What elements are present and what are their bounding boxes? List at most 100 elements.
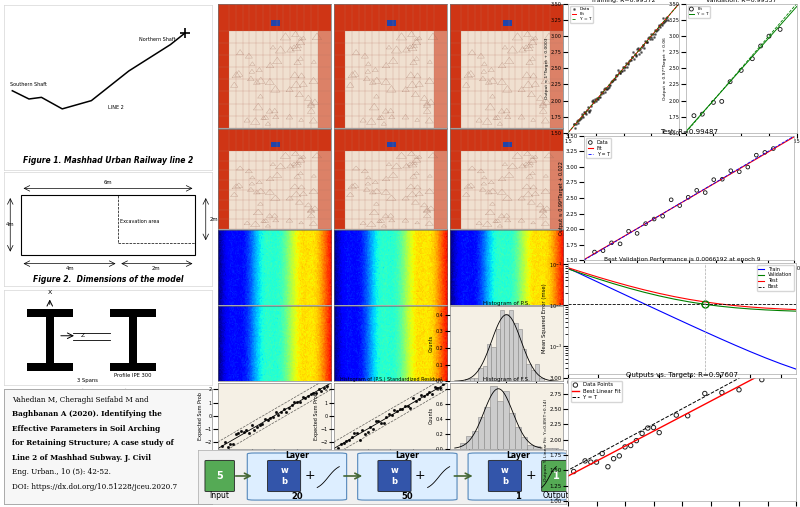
Point <box>262 416 274 424</box>
Best Linear Fit <box>629 439 638 445</box>
Text: ( A ): ( A ) <box>616 154 631 160</box>
Point <box>592 95 605 103</box>
Bar <box>484 407 490 449</box>
Point <box>615 67 628 76</box>
Point <box>342 436 355 444</box>
Point <box>637 41 650 49</box>
Best <box>776 301 786 307</box>
X-axis label: 15 Epochs: 15 Epochs <box>668 387 696 392</box>
Best Linear Fit <box>592 458 602 464</box>
Point <box>567 120 580 128</box>
Text: w
b: w b <box>390 466 398 486</box>
Line: Train: Train <box>568 268 796 369</box>
Point <box>412 395 425 403</box>
Line: Best Linear Fit: Best Linear Fit <box>557 356 796 482</box>
Point <box>282 404 295 412</box>
Best Linear Fit <box>791 353 800 359</box>
X-axis label: Target: Target <box>615 146 632 151</box>
Point <box>616 67 629 75</box>
Text: 6m: 6m <box>104 180 112 185</box>
Point <box>378 419 390 427</box>
Point <box>606 77 618 85</box>
Point <box>625 53 638 61</box>
Point <box>415 391 428 400</box>
Point <box>248 425 261 433</box>
Test <box>609 279 618 285</box>
Point <box>334 440 347 448</box>
Point <box>642 34 654 42</box>
Point <box>584 106 597 115</box>
Point <box>576 110 589 118</box>
Point <box>641 38 654 46</box>
Line: Test: Test <box>568 268 796 310</box>
Bar <box>334 151 345 229</box>
Train <box>700 329 710 335</box>
Point <box>216 442 229 450</box>
Data Points <box>682 412 694 420</box>
Bar <box>535 365 539 381</box>
Train <box>578 272 588 278</box>
Text: LINE 2: LINE 2 <box>108 105 124 110</box>
Point <box>651 25 664 33</box>
Train <box>685 322 694 328</box>
Text: +: + <box>415 469 426 483</box>
Y-axis label: Counts: Counts <box>430 407 434 424</box>
Point <box>742 163 754 171</box>
Point <box>320 382 333 390</box>
Point <box>622 57 635 65</box>
Point <box>628 50 641 58</box>
Point <box>619 59 632 67</box>
X-axis label: Observed Sum Prob: Observed Sum Prob <box>366 461 414 466</box>
Point <box>288 397 301 406</box>
Point <box>627 55 640 63</box>
Bar <box>118 195 195 243</box>
Point <box>272 411 285 419</box>
Y-axis label: Output ≈ 1*Target + 0.0003: Output ≈ 1*Target + 0.0003 <box>546 38 550 99</box>
Point <box>398 403 411 411</box>
Text: Layer: Layer <box>285 451 309 460</box>
Text: 3 Spans: 3 Spans <box>77 378 98 383</box>
Point <box>733 168 746 176</box>
Bar <box>474 378 478 381</box>
Data Points <box>636 429 649 438</box>
Bar <box>502 391 509 449</box>
FancyBboxPatch shape <box>542 460 571 492</box>
Y-axis label: Output ≈ 0.99*Target + 0.022: Output ≈ 0.99*Target + 0.022 <box>559 161 564 235</box>
Point <box>390 407 403 415</box>
Bar <box>218 31 229 128</box>
Validation <box>761 307 770 313</box>
Text: Eng. Urban., 10 (5): 42-52.: Eng. Urban., 10 (5): 42-52. <box>12 468 111 476</box>
Point <box>774 25 786 33</box>
Test <box>700 299 710 305</box>
Bar <box>550 31 563 128</box>
Point <box>290 398 303 406</box>
Text: Line 2 of Mashhad Subway. J. Civil: Line 2 of Mashhad Subway. J. Civil <box>12 454 151 461</box>
Point <box>226 440 239 448</box>
Text: Histogram of (P.S.) Standardized Residual
Expected of Variance = 1 1S: Histogram of (P.S.) Standardized Residua… <box>339 378 442 388</box>
Title: Validation: R=0.99357: Validation: R=0.99357 <box>706 0 777 3</box>
Point <box>696 110 709 118</box>
Train <box>746 349 755 355</box>
Best <box>624 301 634 307</box>
X-axis label: Observed Sum Prob: Observed Sum Prob <box>250 461 298 466</box>
Point <box>620 63 633 71</box>
Bar <box>334 31 345 128</box>
Point <box>608 75 621 83</box>
Point <box>618 63 631 71</box>
Point <box>574 115 586 123</box>
X-axis label: Target: Target <box>733 146 750 151</box>
Point <box>575 112 588 120</box>
Text: X: X <box>48 290 52 295</box>
Point <box>366 424 379 432</box>
Point <box>588 98 601 106</box>
Point <box>609 76 622 84</box>
Bar <box>509 413 515 449</box>
Point <box>603 81 616 89</box>
Point <box>687 112 700 120</box>
Point <box>707 175 720 184</box>
Bar <box>505 313 509 381</box>
Point <box>307 389 320 397</box>
Text: Excavation area: Excavation area <box>121 219 160 224</box>
Point <box>431 384 444 392</box>
Point <box>428 383 441 391</box>
